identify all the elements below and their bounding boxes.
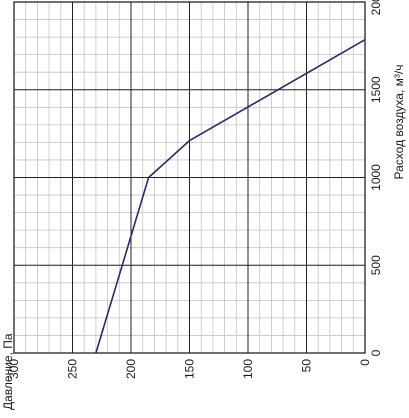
pressure-tick-label: 150 — [183, 359, 197, 379]
series-line-0 — [95, 39, 366, 354]
pressure-tick-label: 200 — [124, 359, 138, 379]
flow-tick-label: 1500 — [369, 76, 383, 103]
plot-frame — [13, 1, 366, 354]
series-layer — [95, 39, 366, 354]
flow-axis-title: Расход воздуха, м³/ч — [392, 65, 406, 180]
flow-tick-label: 2000 — [369, 0, 383, 15]
pressure-tick-label: 100 — [241, 359, 255, 379]
pressure-tick-label: 250 — [66, 359, 80, 379]
flow-tick-label: 500 — [369, 255, 383, 275]
pressure-axis-title: Давление, Па — [1, 333, 15, 410]
pressure-tick-label: 50 — [300, 359, 314, 373]
flow-tick-label: 0 — [369, 349, 383, 356]
flow-axis-ticks: 0 500 1000 1500 2000 — [369, 0, 383, 356]
pressure-axis-ticks: 300 250 200 150 100 50 0 — [7, 359, 372, 379]
pressure-tick-label: 0 — [358, 359, 372, 366]
flow-tick-label: 1000 — [369, 164, 383, 191]
pressure-tick-label: 300 — [7, 359, 21, 379]
